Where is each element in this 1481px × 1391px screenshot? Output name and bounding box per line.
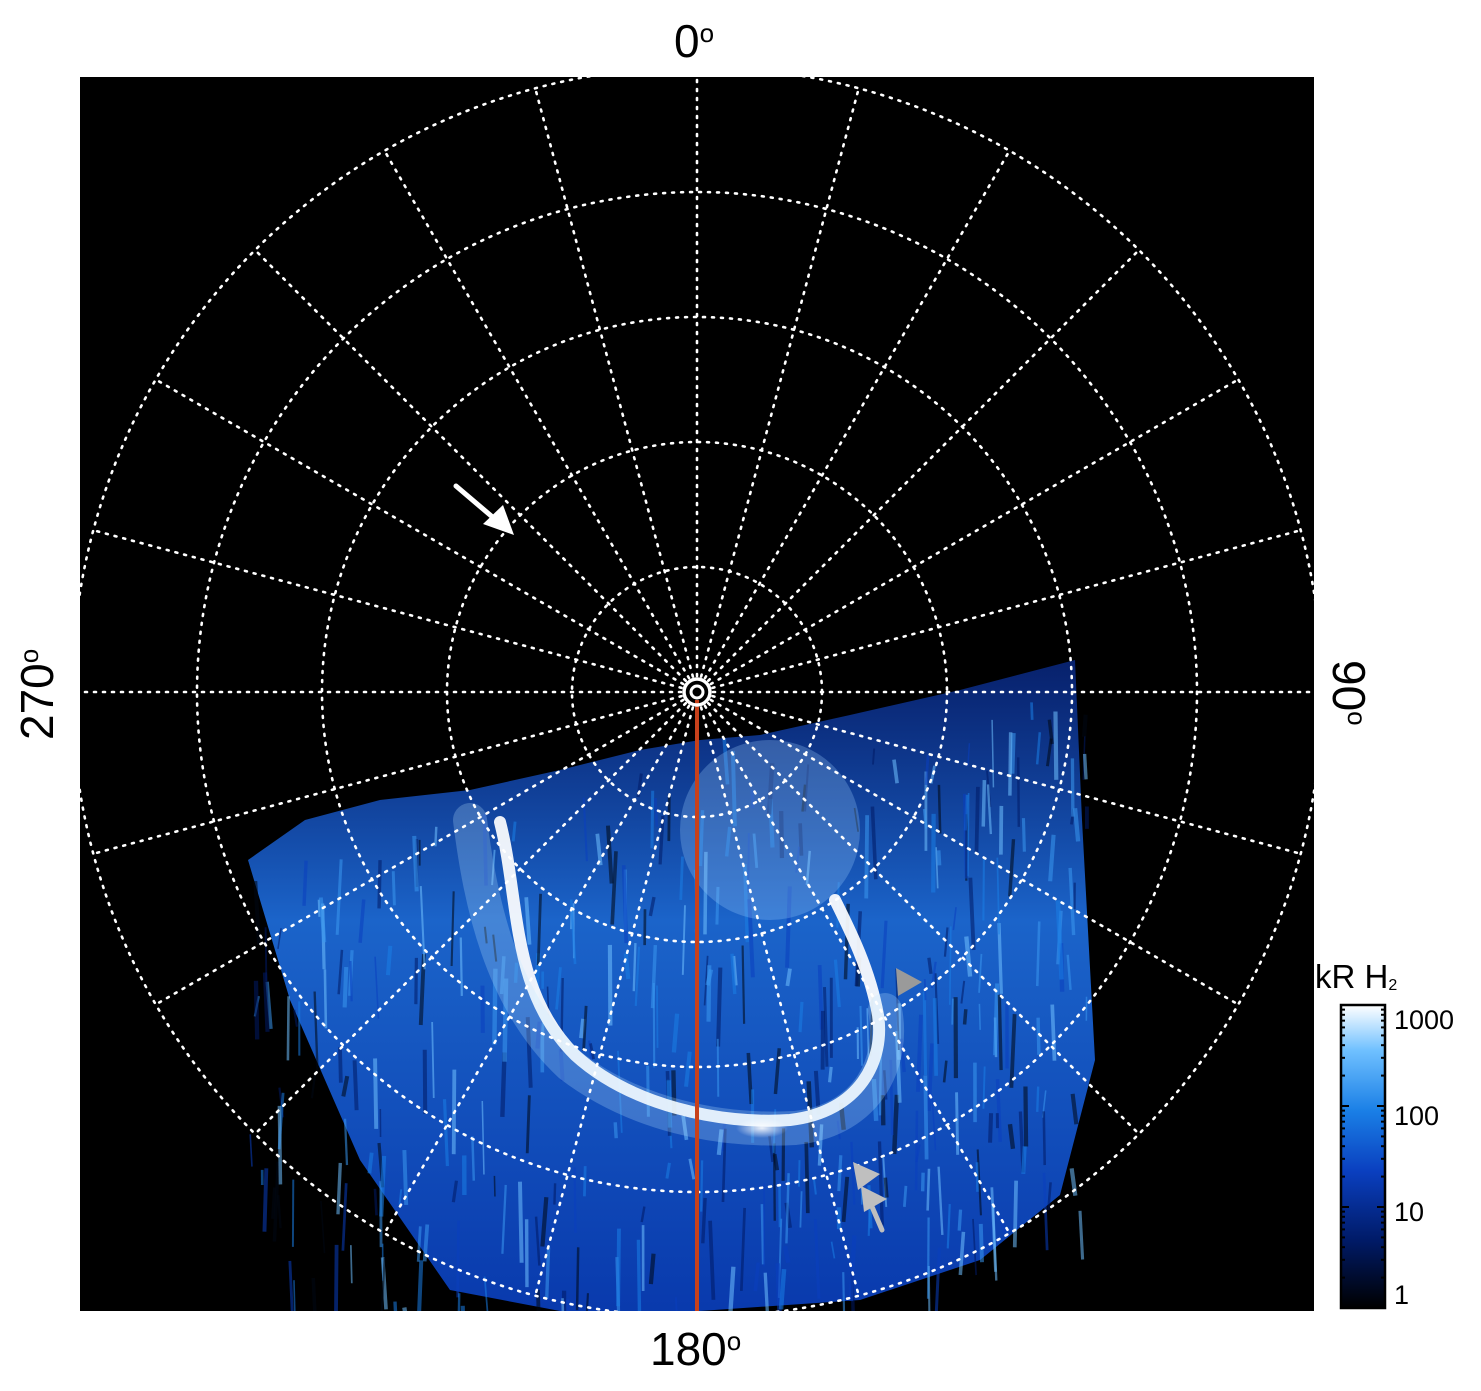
diffuse-polar-emission bbox=[680, 740, 860, 920]
colorbar-gradient bbox=[1341, 1005, 1385, 1308]
colorbar-tick-label: 1000 bbox=[1394, 1005, 1454, 1036]
colorbar-title: kR H2 bbox=[1315, 958, 1397, 996]
longitude-label-right: 90o bbox=[1326, 660, 1372, 726]
colorbar-tick-label: 100 bbox=[1394, 1101, 1439, 1132]
longitude-label-bottom: 180o bbox=[650, 1326, 741, 1372]
colorbar-tick-label: 10 bbox=[1394, 1197, 1424, 1228]
bright-spot bbox=[736, 1118, 788, 1138]
longitude-label-top: 0o bbox=[674, 18, 714, 64]
colorbar-tick-label: 1 bbox=[1394, 1280, 1409, 1311]
longitude-label-left: 270o bbox=[14, 649, 60, 740]
